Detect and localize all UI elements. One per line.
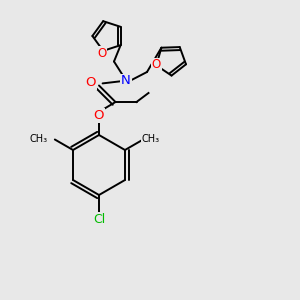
Text: O: O: [152, 58, 161, 71]
Text: CH₃: CH₃: [29, 134, 47, 145]
Text: CH₃: CH₃: [142, 134, 160, 145]
Text: O: O: [94, 109, 104, 122]
Text: Cl: Cl: [93, 213, 105, 226]
Text: N: N: [121, 74, 131, 88]
Text: O: O: [85, 76, 96, 89]
Text: O: O: [97, 47, 106, 60]
